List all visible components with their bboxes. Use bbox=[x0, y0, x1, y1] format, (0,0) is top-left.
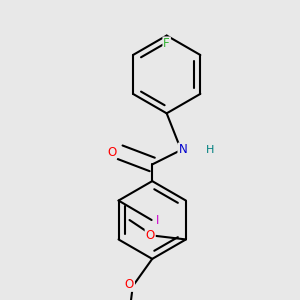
Text: H: H bbox=[206, 145, 214, 155]
Text: N: N bbox=[178, 143, 187, 157]
Text: O: O bbox=[125, 278, 134, 291]
Text: I: I bbox=[156, 214, 159, 226]
Text: O: O bbox=[107, 146, 116, 159]
Text: F: F bbox=[164, 38, 170, 50]
Text: O: O bbox=[146, 229, 155, 242]
